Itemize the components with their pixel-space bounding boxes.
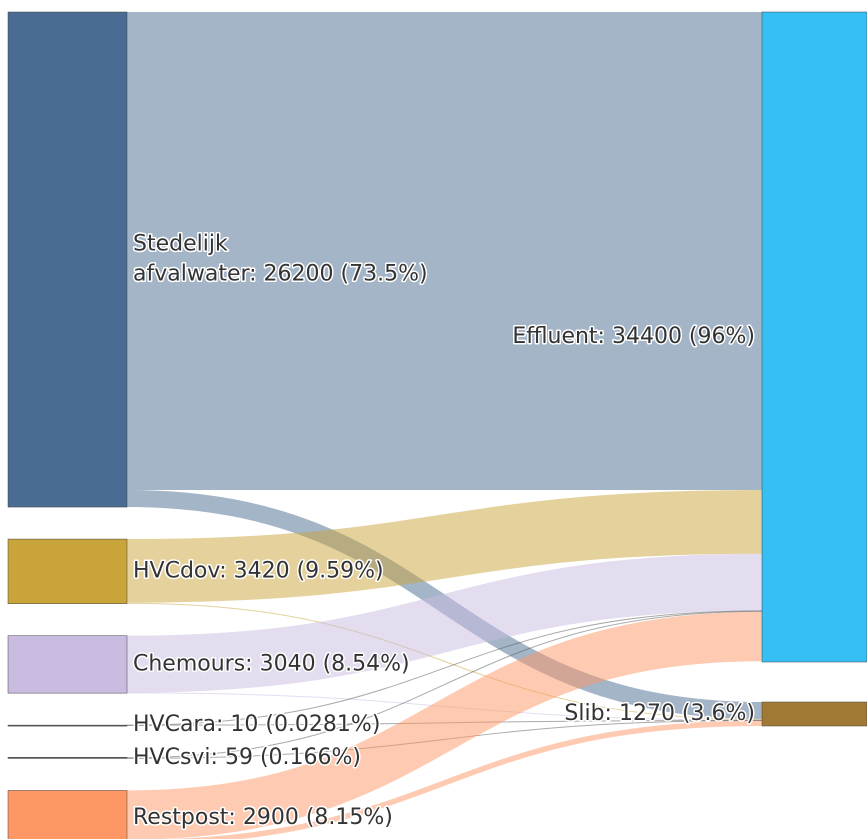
nodes <box>7 11 867 839</box>
node-label: Effluent: 34400 (96%) <box>512 324 755 349</box>
node-label: HVCara: 10 (0.0281%) <box>133 712 380 737</box>
node-label: Restpost: 2900 (8.15%) <box>133 805 393 830</box>
node <box>7 538 128 604</box>
node-label: Stedelijk <box>133 232 228 257</box>
node-label: Slib: 1270 (3.6%) <box>564 701 755 726</box>
node <box>761 11 867 663</box>
link <box>126 610 763 759</box>
node-label: afvalwater: 26200 (73.5%) <box>133 262 428 287</box>
link <box>126 490 763 603</box>
link <box>166 720 763 839</box>
node <box>7 790 128 839</box>
node <box>7 11 128 508</box>
node <box>7 724 128 727</box>
link <box>126 611 763 839</box>
node-label: HVCdov: 3420 (9.59%) <box>133 558 384 583</box>
node <box>7 635 128 694</box>
link <box>126 610 763 726</box>
link <box>126 602 763 720</box>
links <box>126 11 763 839</box>
node <box>761 701 867 727</box>
link <box>126 553 763 693</box>
node-label: Chemours: 3040 (8.54%) <box>133 651 410 676</box>
labels: Stedelijk afvalwater: 26200 (73.5%) HVCdov… <box>132 230 757 831</box>
node <box>7 757 128 759</box>
node-label: HVCsvi: 59 (0.166%) <box>133 745 361 770</box>
